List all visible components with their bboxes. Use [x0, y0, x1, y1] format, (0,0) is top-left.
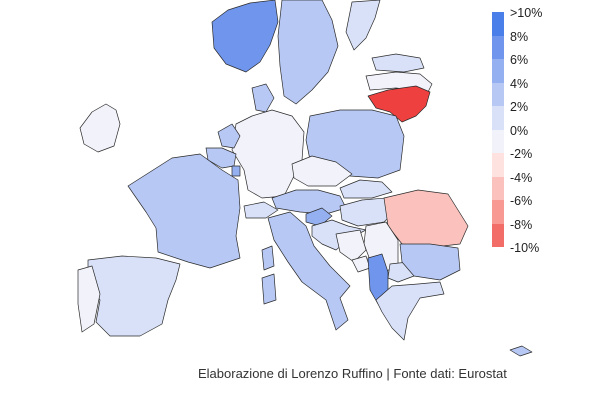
- legend-swatch: [492, 200, 504, 224]
- legend-row: -8%: [492, 218, 592, 247]
- country-slovenia: [305, 207, 333, 227]
- country-slovakia: [339, 179, 393, 199]
- legend-swatch: [492, 82, 504, 106]
- source-credit: Elaborazione di Lorenzo Ruffino | Fonte …: [198, 366, 507, 381]
- country-finland: [345, 0, 381, 51]
- country-spain: [87, 255, 181, 337]
- legend-row: -10%: [492, 241, 592, 269]
- country-portugal: [77, 265, 101, 333]
- legend-row: -6%: [492, 194, 592, 224]
- country-luxembourg: [231, 165, 241, 177]
- legend-swatch: [492, 106, 504, 130]
- legend-swatch: [492, 129, 504, 153]
- legend-label: 0%: [510, 123, 529, 138]
- legend-row: -2%: [492, 147, 592, 177]
- legend-label: 2%: [510, 100, 529, 114]
- legend-label: 8%: [510, 29, 529, 44]
- legend: >10% 8% 6% 4% 2% 0% -2% -4% -6% -8% -10%: [492, 6, 592, 269]
- legend-row: 8%: [492, 30, 592, 59]
- country-denmark: [251, 83, 275, 113]
- country-france: [127, 153, 241, 269]
- legend-row: 4%: [492, 77, 592, 106]
- country-cyprus: [509, 345, 533, 357]
- legend-row: 0%: [492, 124, 592, 153]
- country-netherlands: [217, 123, 241, 149]
- legend-swatch: [492, 59, 504, 83]
- legend-label: -2%: [510, 147, 533, 161]
- country-bosnia: [335, 229, 367, 263]
- country-corsica: [261, 245, 275, 271]
- country-germany: [231, 109, 305, 199]
- country-greece: [375, 281, 445, 341]
- legend-row: 6%: [492, 53, 592, 83]
- country-norway: [211, 0, 279, 73]
- legend-swatch: [492, 176, 504, 200]
- country-ireland: [79, 103, 121, 153]
- legend-row: >10%: [492, 6, 592, 36]
- country-lithuania: [367, 85, 431, 123]
- country-bulgaria: [399, 243, 461, 281]
- legend-swatch: [492, 35, 504, 59]
- legend-label: 6%: [510, 53, 529, 67]
- country-italy: [267, 211, 351, 331]
- legend-row: -4%: [492, 171, 592, 200]
- legend-label: >10%: [510, 6, 543, 20]
- country-czechia: [291, 155, 353, 187]
- legend-label: -6%: [510, 194, 533, 208]
- country-sardinia: [261, 273, 277, 305]
- legend-label: -8%: [510, 217, 533, 232]
- legend-swatch: [492, 223, 504, 247]
- legend-label: -10%: [510, 241, 540, 255]
- legend-row: 2%: [492, 100, 592, 130]
- legend-label: -4%: [510, 170, 533, 185]
- country-sweden: [277, 0, 339, 105]
- legend-swatch: [492, 153, 504, 177]
- country-estonia: [371, 53, 425, 73]
- legend-swatch: [492, 12, 504, 36]
- legend-label: 4%: [510, 76, 529, 91]
- country-switzerland: [243, 201, 279, 219]
